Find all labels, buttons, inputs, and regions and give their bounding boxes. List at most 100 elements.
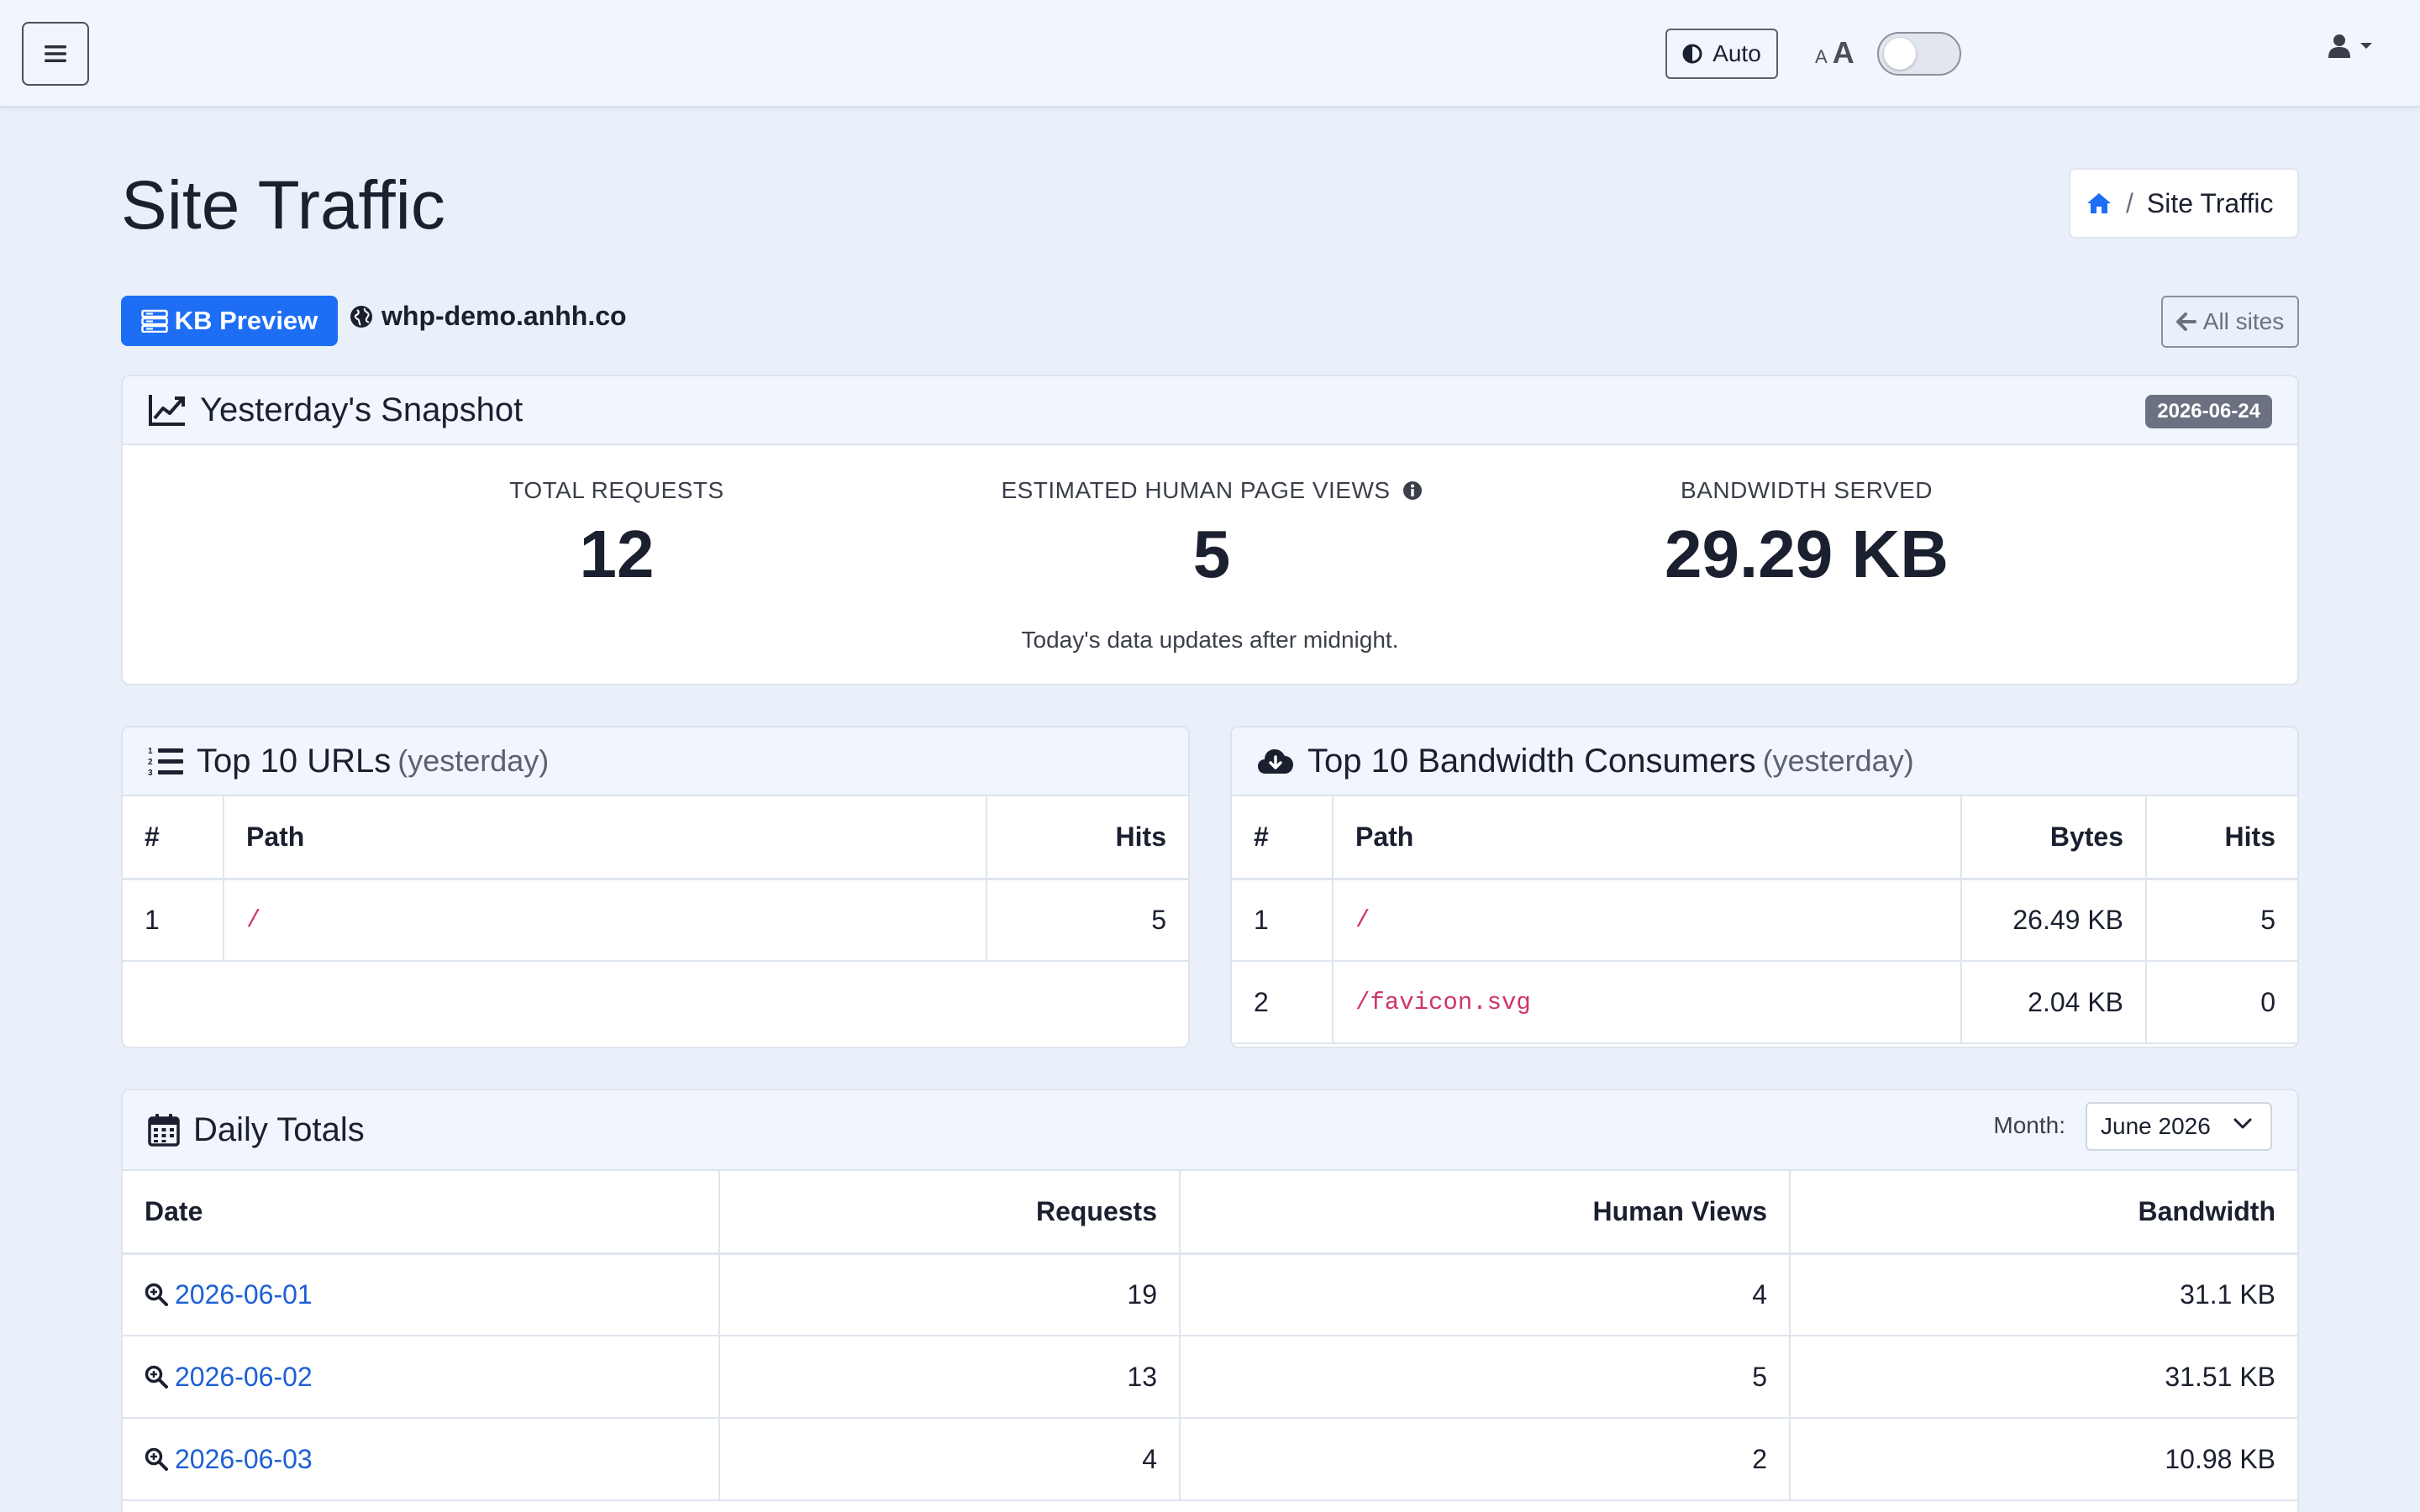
bytes-cell: 2.04 KB: [1960, 960, 2147, 1044]
all-sites-label: All sites: [2202, 308, 2285, 334]
column-header: Path: [1332, 796, 1962, 880]
breadcrumb-current: Site Traffic: [2146, 187, 2274, 218]
column-header: Date: [123, 1171, 720, 1255]
rank-cell: 2: [1232, 960, 1334, 1044]
stat-label: TOTAL REQUESTS: [509, 477, 724, 503]
calendar-icon: [148, 1114, 180, 1147]
month-select-value: June 2026: [2101, 1113, 2211, 1139]
font-large-label: A: [1832, 35, 1854, 70]
font-size-toggle[interactable]: [1877, 32, 1961, 76]
zoom-in-icon: [145, 1284, 168, 1307]
user-icon: [2328, 34, 2350, 58]
rank-cell: 1: [1232, 878, 1334, 962]
hits-cell: 5: [2145, 878, 2297, 962]
stat-label: ESTIMATED HUMAN PAGE VIEWS: [1001, 477, 1391, 503]
font-size-control: A A: [1815, 35, 1854, 71]
top-urls-card: 1 2 3 Top 10 URLs (yesterday) # Path Hit…: [121, 726, 1190, 1048]
month-label: Month:: [1993, 1112, 2065, 1138]
theme-button-label: Auto: [1712, 40, 1761, 66]
font-small-label: A: [1815, 46, 1828, 67]
page-title: Site Traffic: [121, 167, 445, 244]
stat-value: 12: [579, 517, 655, 591]
column-header: Hits: [2145, 796, 2297, 880]
column-header: Path: [223, 796, 987, 880]
info-icon[interactable]: [1402, 480, 1423, 501]
line-chart-icon: [149, 395, 185, 426]
date-link-label: 2026-06-01: [175, 1278, 313, 1310]
bytes-cell: 26.49 KB: [1960, 878, 2147, 962]
table-row: 2026-06-01 19 4 31.1 KB: [123, 1252, 2297, 1336]
top-bandwidth-title: Top 10 Bandwidth Consumers: [1307, 742, 1756, 780]
date-link[interactable]: 2026-06-02: [145, 1362, 697, 1393]
svg-text:2: 2: [148, 758, 153, 767]
kb-preview-badge: KB Preview: [121, 296, 338, 346]
views-cell: 5: [1179, 1335, 1791, 1419]
requests-cell: 4: [718, 1417, 1181, 1501]
requests-cell: 13: [718, 1335, 1181, 1419]
bandwidth-cell: 31.1 KB: [1789, 1252, 2297, 1336]
stat-bandwidth-served: BANDWIDTH SERVED 29.29 KB: [1512, 477, 2101, 593]
user-menu-button[interactable]: [2328, 34, 2373, 59]
column-header: #: [1232, 796, 1334, 880]
date-cell: 2026-06-02: [123, 1335, 720, 1419]
views-cell: 4: [1179, 1252, 1791, 1336]
theme-button[interactable]: Auto: [1665, 29, 1778, 79]
column-header: Bandwidth: [1789, 1171, 2297, 1255]
top-navbar: Auto A A: [0, 0, 2420, 108]
snapshot-card: Yesterday's Snapshot 2026-06-24 TOTAL RE…: [121, 375, 2299, 685]
date-link[interactable]: 2026-06-03: [145, 1444, 697, 1475]
requests-cell: 19: [718, 1252, 1181, 1336]
path-cell: /: [223, 878, 987, 962]
date-link[interactable]: 2026-06-01: [145, 1279, 697, 1310]
snapshot-note: Today's data updates after midnight.: [1021, 627, 1399, 653]
home-icon[interactable]: [2086, 192, 2112, 215]
cloud-download-icon: [1258, 749, 1293, 774]
sidebar-toggle-button[interactable]: [22, 22, 89, 86]
top-urls-header: 1 2 3 Top 10 URLs (yesterday): [123, 727, 1188, 796]
table-row: 2026-06-02 13 5 31.51 KB: [123, 1335, 2297, 1419]
column-header: Human Views: [1179, 1171, 1791, 1255]
daily-totals-card: Daily Totals Month: June 2026 Date Reque…: [121, 1089, 2299, 1512]
column-header: #: [123, 796, 224, 880]
list-ol-icon: 1 2 3: [148, 747, 183, 777]
stat-total-requests: TOTAL REQUESTS 12: [323, 477, 911, 593]
site-host-name: whp-demo.anhh.co: [381, 301, 627, 331]
hits-cell: 5: [986, 878, 1188, 962]
globe-icon: [350, 305, 372, 328]
hits-cell: 0: [2145, 960, 2297, 1044]
svg-text:3: 3: [148, 769, 153, 777]
bandwidth-cell: 10.98 KB: [1789, 1417, 2297, 1501]
top-urls-table: # Path Hits 1 / 5: [123, 796, 1188, 962]
snapshot-title: Yesterday's Snapshot: [200, 391, 523, 428]
toggle-knob: [1884, 38, 1916, 70]
bandwidth-cell: 31.51 KB: [1789, 1335, 2297, 1419]
chevron-down-icon: [2233, 1118, 2252, 1129]
site-host: whp-demo.anhh.co: [350, 301, 627, 332]
stat-human-page-views: ESTIMATED HUMAN PAGE VIEWS 5: [918, 477, 1506, 593]
top-bandwidth-card: Top 10 Bandwidth Consumers (yesterday) #…: [1230, 726, 2299, 1048]
svg-text:1: 1: [148, 747, 153, 756]
top-bandwidth-table: # Path Bytes Hits 1 / 26.49 KB 5 2 /favi…: [1232, 796, 2297, 1044]
date-cell: 2026-06-03: [123, 1417, 720, 1501]
table-row: 2 /favicon.svg 2.04 KB 0: [1232, 960, 2297, 1044]
month-select[interactable]: June 2026: [2086, 1102, 2272, 1151]
daily-totals-header: Daily Totals Month: June 2026: [123, 1090, 2297, 1171]
top-bandwidth-subtitle: (yesterday): [1762, 743, 1914, 778]
zoom-in-icon: [145, 1447, 168, 1471]
daily-totals-title: Daily Totals: [193, 1110, 365, 1148]
date-link-label: 2026-06-03: [175, 1443, 313, 1474]
date-cell: 2026-06-01: [123, 1252, 720, 1336]
column-header: Bytes: [1960, 796, 2147, 880]
snapshot-date-badge: 2026-06-24: [2145, 395, 2272, 428]
path-cell: /: [1332, 878, 1962, 962]
date-link-label: 2026-06-02: [175, 1361, 313, 1392]
views-cell: 2: [1179, 1417, 1791, 1501]
breadcrumb-separator: /: [2126, 187, 2133, 218]
caret-down-icon: [2360, 43, 2372, 49]
breadcrumb: / Site Traffic: [2069, 168, 2299, 239]
top-urls-title: Top 10 URLs: [197, 742, 392, 780]
all-sites-button[interactable]: All sites: [2161, 296, 2299, 348]
snapshot-header: Yesterday's Snapshot 2026-06-24: [123, 376, 2297, 445]
table-row: 2026-06-03 4 2 10.98 KB: [123, 1417, 2297, 1501]
arrow-left-icon: [2175, 312, 2196, 331]
